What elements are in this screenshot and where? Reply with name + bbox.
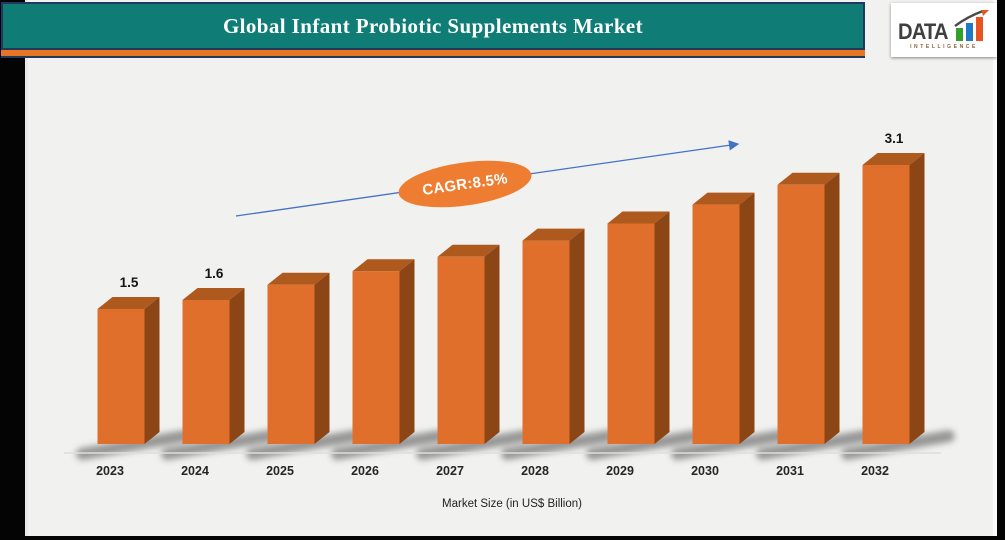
- header-accent-stripe: [1, 50, 865, 58]
- year-label-2023: 2023: [96, 464, 124, 478]
- header-band: Global Infant Probiotic Supplements Mark…: [1, 2, 865, 58]
- bar-2029: [607, 211, 670, 444]
- year-label-2032: 2032: [861, 464, 889, 478]
- bar-side-face: [739, 192, 755, 444]
- bar-top-face: [182, 288, 245, 300]
- bars: [97, 153, 925, 445]
- value-label-2023: 1.5: [120, 275, 139, 290]
- logo-bars-arrow-icon: [954, 10, 989, 41]
- bar-top-face: [692, 192, 755, 205]
- year-label-2027: 2027: [436, 464, 464, 478]
- header-title-bar: Global Infant Probiotic Supplements Mark…: [1, 2, 865, 50]
- bar-2023: [97, 297, 160, 444]
- bar-side-face: [654, 211, 670, 444]
- bar-top-face: [862, 153, 925, 165]
- bar-2025: [267, 272, 330, 444]
- bar-side-face: [144, 297, 160, 444]
- bar-2026: [352, 259, 415, 444]
- bar-front-face: [437, 256, 485, 444]
- value-label-2032: 3.1: [885, 131, 904, 146]
- bar-side-face: [484, 244, 500, 444]
- bar-front-face: [777, 184, 825, 445]
- bar-2027: [437, 244, 500, 444]
- bar-front-face: [862, 165, 910, 444]
- bar-top-face: [522, 228, 585, 241]
- bar-front-face: [352, 271, 400, 444]
- logo-wordmark: DATA: [898, 19, 948, 44]
- year-label-2026: 2026: [351, 464, 379, 478]
- page-title: Global Infant Probiotic Supplements Mark…: [222, 13, 644, 38]
- year-label-2025: 2025: [266, 464, 294, 478]
- year-label-2029: 2029: [606, 464, 634, 478]
- bar-front-face: [522, 240, 570, 444]
- bar-front-face: [607, 223, 655, 444]
- x-axis-caption: Market Size (in US$ Billion): [442, 498, 582, 510]
- bar-side-face: [569, 228, 585, 444]
- logo-row: DATA: [898, 10, 990, 44]
- bar-side-face: [824, 172, 840, 445]
- bar-2030: [692, 192, 755, 444]
- cagr-badge: CAGR:8.5%: [398, 160, 532, 208]
- bar-top-face: [267, 272, 330, 285]
- bar-side-face: [229, 288, 245, 444]
- axis-and-value-labels: 2023 1.5 2024 1.6 2025 2026 2027 2028 2029 2030 20…: [96, 131, 904, 478]
- bar-2031: [777, 172, 840, 445]
- year-label-2030: 2030: [691, 464, 719, 478]
- bar-front-face: [267, 284, 315, 444]
- year-label-2031: 2031: [776, 464, 804, 478]
- bar-2032: [862, 153, 925, 444]
- bar-2028: [522, 228, 585, 444]
- cagr-ellipse: [398, 160, 532, 208]
- bar-2024: [182, 288, 245, 444]
- datam-intelligence-logo: DATA INTELLIGENCE: [891, 3, 997, 57]
- bar-top-face: [97, 297, 160, 309]
- bar-front-face: [97, 309, 145, 444]
- bar-top-face: [352, 259, 415, 272]
- bar-top-face: [437, 244, 500, 257]
- logo-subtext: INTELLIGENCE: [910, 44, 978, 50]
- bar-side-face: [314, 272, 330, 444]
- bar-side-face: [399, 259, 415, 444]
- value-label-2024: 1.6: [205, 266, 224, 281]
- bar-top-face: [777, 172, 840, 185]
- bar-front-face: [692, 204, 740, 444]
- bar-side-face: [909, 153, 925, 444]
- year-label-2024: 2024: [181, 464, 209, 478]
- bar-front-face: [182, 300, 230, 444]
- bar-top-face: [607, 211, 670, 224]
- year-label-2028: 2028: [521, 464, 549, 478]
